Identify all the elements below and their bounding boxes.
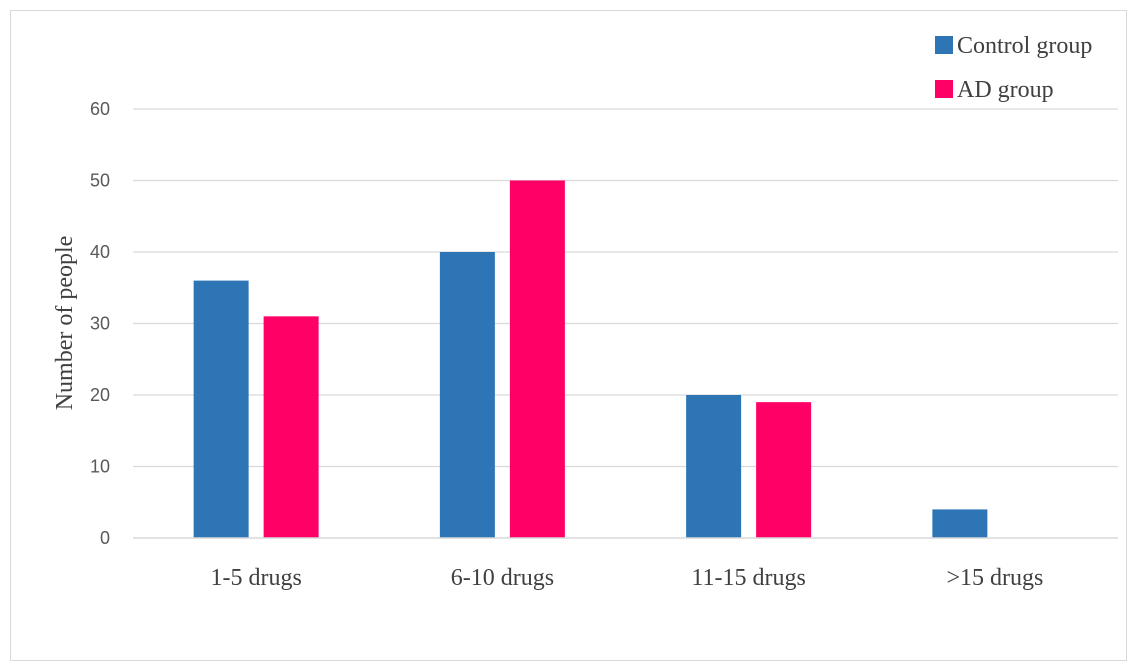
legend-label: Control group bbox=[957, 33, 1092, 59]
y-axis-title: Number of people bbox=[52, 236, 78, 411]
y-axis-ticks: 0 10 20 30 40 50 60 bbox=[90, 99, 110, 548]
bar-control-group bbox=[439, 252, 495, 538]
x-axis-categories: 1-5 drugs 6-10 drugs 11-15 drugs >15 drugs bbox=[210, 565, 1043, 591]
bar-ad-group bbox=[756, 402, 812, 538]
bar-control-group bbox=[193, 280, 249, 538]
legend-swatch bbox=[935, 80, 953, 98]
bar-control-group bbox=[932, 509, 988, 538]
x-category-label: 6-10 drugs bbox=[451, 565, 554, 591]
bar-control-group bbox=[686, 395, 742, 538]
y-tick-label: 0 bbox=[100, 528, 110, 548]
x-category-label: 11-15 drugs bbox=[691, 565, 805, 591]
bars bbox=[193, 180, 988, 538]
legend-label: AD group bbox=[957, 77, 1054, 103]
y-tick-label: 30 bbox=[90, 314, 110, 334]
x-category-label: 1-5 drugs bbox=[210, 565, 301, 591]
x-category-label: >15 drugs bbox=[946, 565, 1043, 591]
y-tick-label: 10 bbox=[90, 457, 110, 477]
y-tick-label: 20 bbox=[90, 385, 110, 405]
legend-swatch bbox=[935, 36, 953, 54]
legend: Control group AD group bbox=[935, 33, 1092, 103]
y-tick-label: 40 bbox=[90, 242, 110, 262]
y-tick-label: 60 bbox=[90, 99, 110, 119]
bar-ad-group bbox=[509, 180, 565, 538]
bar-ad-group bbox=[263, 316, 319, 538]
y-tick-label: 50 bbox=[90, 171, 110, 191]
